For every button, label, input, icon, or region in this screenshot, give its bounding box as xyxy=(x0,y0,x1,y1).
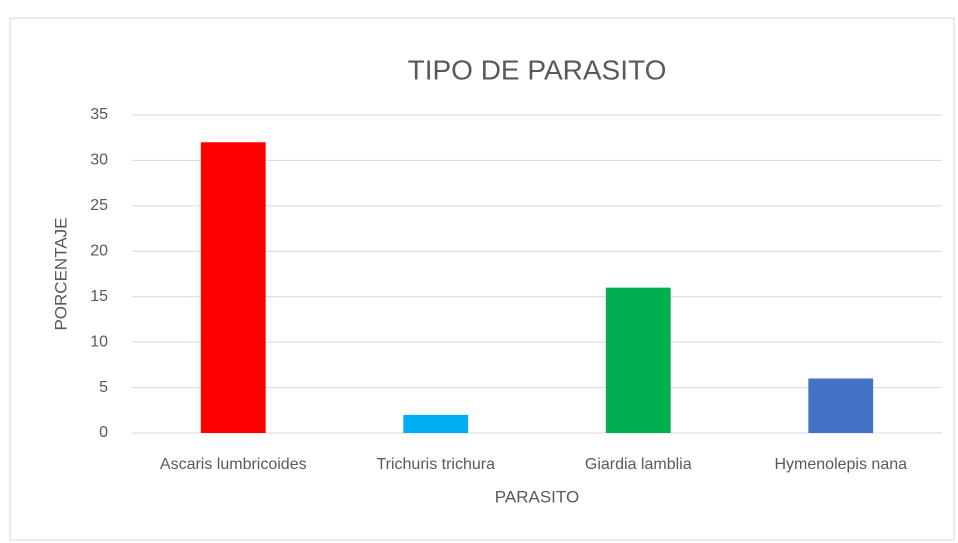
bar xyxy=(605,287,671,433)
y-tick-label: 25 xyxy=(90,197,108,214)
bar xyxy=(808,378,874,433)
chart-title: TIPO DE PARASITO xyxy=(408,54,667,85)
x-tick-label: Giardia lamblia xyxy=(585,456,692,473)
x-axis-title: PARASITO xyxy=(495,487,579,506)
y-tick-label: 30 xyxy=(90,152,108,169)
x-tick-label: Trichuris trichura xyxy=(376,456,495,473)
x-tick-label: Ascaris lumbricoides xyxy=(160,456,307,473)
y-tick-label: 20 xyxy=(90,243,108,260)
y-tick-label: 35 xyxy=(90,106,108,123)
y-tick-label: 15 xyxy=(90,288,108,305)
chart-frame xyxy=(9,17,955,541)
bar xyxy=(403,414,469,433)
x-tick-label: Hymenolepis nana xyxy=(774,456,907,473)
y-tick-label: 0 xyxy=(99,424,108,441)
y-axis-title: PORCENTAJE xyxy=(51,217,70,330)
bar xyxy=(200,142,266,433)
y-tick-label: 10 xyxy=(90,333,108,350)
y-tick-label: 5 xyxy=(99,379,108,396)
